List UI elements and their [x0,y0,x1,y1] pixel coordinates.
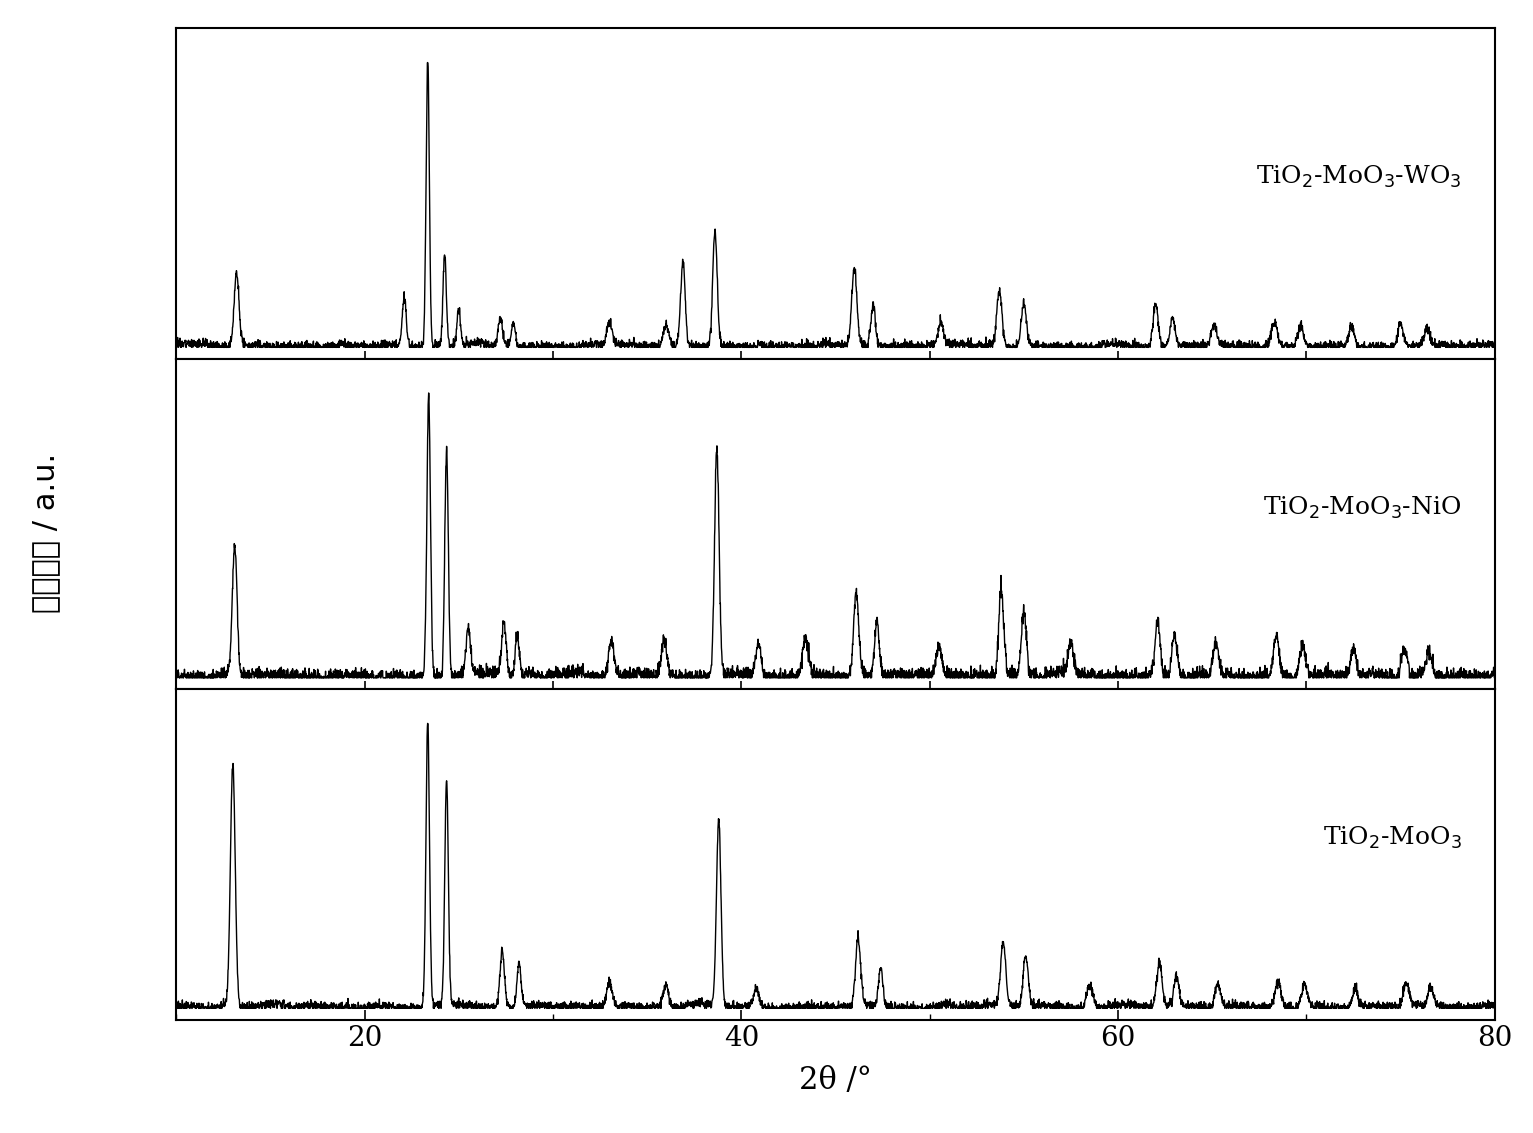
Text: TiO$_2$-MoO$_3$: TiO$_2$-MoO$_3$ [1323,825,1462,851]
X-axis label: 2θ /°: 2θ /° [799,1065,872,1097]
Text: TiO$_2$-MoO$_3$-WO$_3$: TiO$_2$-MoO$_3$-WO$_3$ [1256,164,1462,190]
Text: 相对强度 / a.u.: 相对强度 / a.u. [32,452,60,613]
Text: TiO$_2$-MoO$_3$-NiO: TiO$_2$-MoO$_3$-NiO [1263,494,1462,520]
